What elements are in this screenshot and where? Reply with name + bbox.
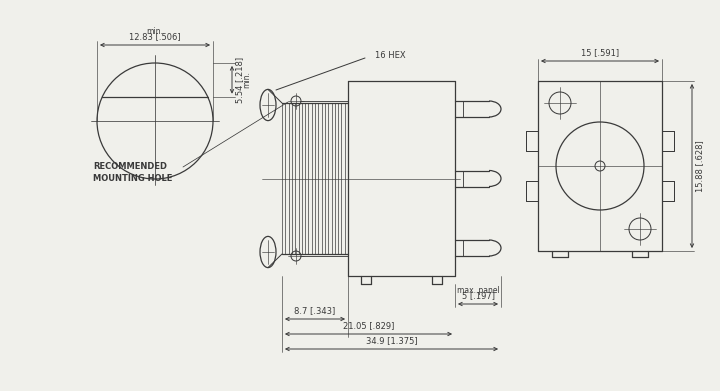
Text: 16 HEX: 16 HEX [375,52,405,61]
Text: 15.88 [.628]: 15.88 [.628] [695,140,704,192]
Text: max. panel: max. panel [456,285,500,294]
Text: 15 [.591]: 15 [.591] [581,48,619,57]
Text: 5.54 [.218]: 5.54 [.218] [235,57,244,103]
Text: min.: min. [242,72,251,88]
Text: 5 [.197]: 5 [.197] [462,291,495,300]
Text: 34.9 [1.375]: 34.9 [1.375] [366,336,418,345]
Text: 8.7 [.343]: 8.7 [.343] [294,306,336,315]
Text: 12.83 [.506]: 12.83 [.506] [129,32,181,41]
Text: MOUNTING HOLE: MOUNTING HOLE [93,174,172,183]
Text: min.: min. [147,27,163,36]
Text: RECOMMENDED: RECOMMENDED [93,162,167,171]
Text: 21.05 [.829]: 21.05 [.829] [343,321,394,330]
